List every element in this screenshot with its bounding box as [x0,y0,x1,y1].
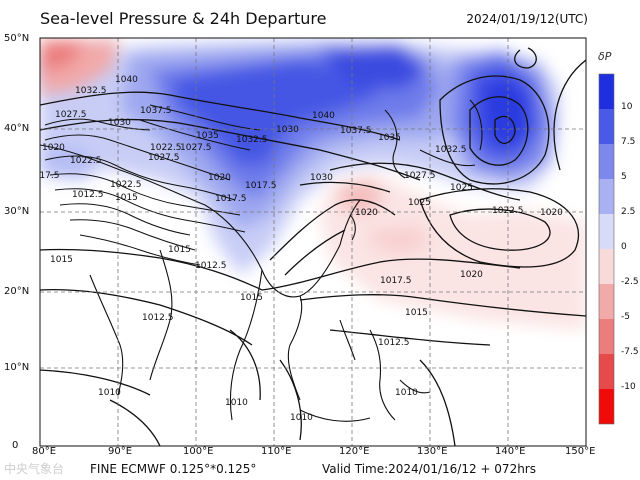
isobar-label: 1030 [276,125,299,135]
isobar-label: 1012.5 [142,313,174,323]
lon-label: 130°E [417,446,448,457]
isobar-label: 1032.5 [236,135,268,145]
colorbar-label: -10 [621,382,636,392]
isobar-label: 1027.5 [404,171,436,181]
isobar-label: 1032.5 [75,86,107,96]
isobar-label: 1015 [115,193,138,203]
isobar-label: 1020 [355,208,378,218]
isobar-label: 1037.5 [140,106,172,116]
colorbar-label: 10 [621,102,633,112]
colorbar-unit: δP [598,50,612,63]
isobar-label: 1010 [98,388,121,398]
colorbar-label: -2.5 [621,277,639,287]
isobar-label: 1010 [290,413,313,423]
colorbar-swatch [599,319,614,354]
lon-label: 90°E [108,446,133,457]
map-frame [39,37,587,447]
lon-label: 150°E [565,446,596,457]
isobar-label: 1017.5 [215,194,247,204]
isobar-label: 1040 [312,111,335,121]
isobar-label: 1017.5 [380,276,412,286]
graticule [40,38,586,446]
isobar-label: 1012.5 [195,261,227,271]
valid-time: Valid Time:2024/01/16/12 + 072hrs [322,462,536,476]
isobar-label: 1030 [108,118,131,128]
colorbar-label: 5 [621,172,627,182]
colorbar-label: -5 [621,312,630,322]
map-area: 1040 1032.5 1027.5 1030 1037.5 1035 1020… [28,38,586,446]
isobar-label: 1010 [395,388,418,398]
isobar-label: 1020 [460,270,483,280]
isobar-label: 1015 [50,255,73,265]
lat-label: 10°N [4,362,30,373]
isobar-label: 1022.5 [150,143,182,153]
isobar-label: 1015 [405,308,428,318]
isobar-label: 1022.5 [492,206,524,216]
isobar-label: 1027.5 [55,110,87,120]
isobar-label: 1030 [310,173,333,183]
colorbar [598,73,615,425]
colorbar-swatch [599,389,614,424]
lon-label: 80°E [32,446,57,457]
lon-label: 100°E [183,446,214,457]
isobar-label: 1027.5 [148,153,180,163]
lat-label: 20°N [4,286,30,297]
watermark: 中央气象台 [4,462,65,476]
isobar-label: 1032.5 [435,145,467,155]
lon-label: 140°E [495,446,526,457]
isobar-label: 1017.5 [28,171,60,181]
isobar-label: 1015 [240,293,263,303]
isobar-label: 1020 [540,208,563,218]
isobar-label: 1040 [115,75,138,85]
isobar-label: 1012.5 [378,338,410,348]
isobar-label: 1012.5 [72,190,104,200]
colorbar-label: -7.5 [621,347,639,357]
lat-label: 0 [12,440,19,451]
colorbar-swatch [599,109,614,144]
colorbar-swatch [599,144,614,179]
lat-label: 30°N [4,206,30,217]
colorbar-swatch [599,249,614,284]
lat-label: 40°N [4,123,30,134]
isobar-label: 1015 [168,245,191,255]
isobar-label: 1037.5 [340,126,372,136]
chart-title: Sea-level Pressure & 24h Departure [40,9,327,28]
positive-departure-shading [40,40,560,275]
isobar-label: 1022.5 [110,180,142,190]
negative-departure-shading [40,40,586,330]
colorbar-label: 0 [621,242,627,252]
model-info: FINE ECMWF 0.125°*0.125° [90,462,257,476]
colorbar-swatch [599,74,614,109]
lon-label: 110°E [261,446,292,457]
lon-label: 120°E [339,446,370,457]
isobars [40,47,586,446]
isobar-labels: 1040 1032.5 1027.5 1030 1037.5 1035 1020… [28,75,563,423]
coastlines [40,99,483,422]
colorbar-swatch [599,354,614,389]
colorbar-swatch [599,214,614,249]
terrain-contours [44,104,261,266]
colorbar-swatch [599,284,614,319]
lat-label: 50°N [4,33,30,44]
isobar-label: 1035 [196,131,219,141]
isobar-label: 1020 [42,143,65,153]
valid-date: 2024/01/19/12(UTC) [466,12,588,26]
isobar-label: 1010 [225,398,248,408]
isobar-label: 1025 [450,183,473,193]
isobar-label: 1022.5 [70,156,102,166]
colorbar-label: 2.5 [621,207,636,217]
isobar-label: 1035 [378,133,401,143]
colorbar-swatch [599,179,614,214]
isobar-label: 1020 [208,173,231,183]
colorbar-label: 7.5 [621,137,636,147]
isobar-label: 1027.5 [180,143,212,153]
isobar-label: 1017.5 [245,181,277,191]
isobar-label: 1025 [408,198,431,208]
